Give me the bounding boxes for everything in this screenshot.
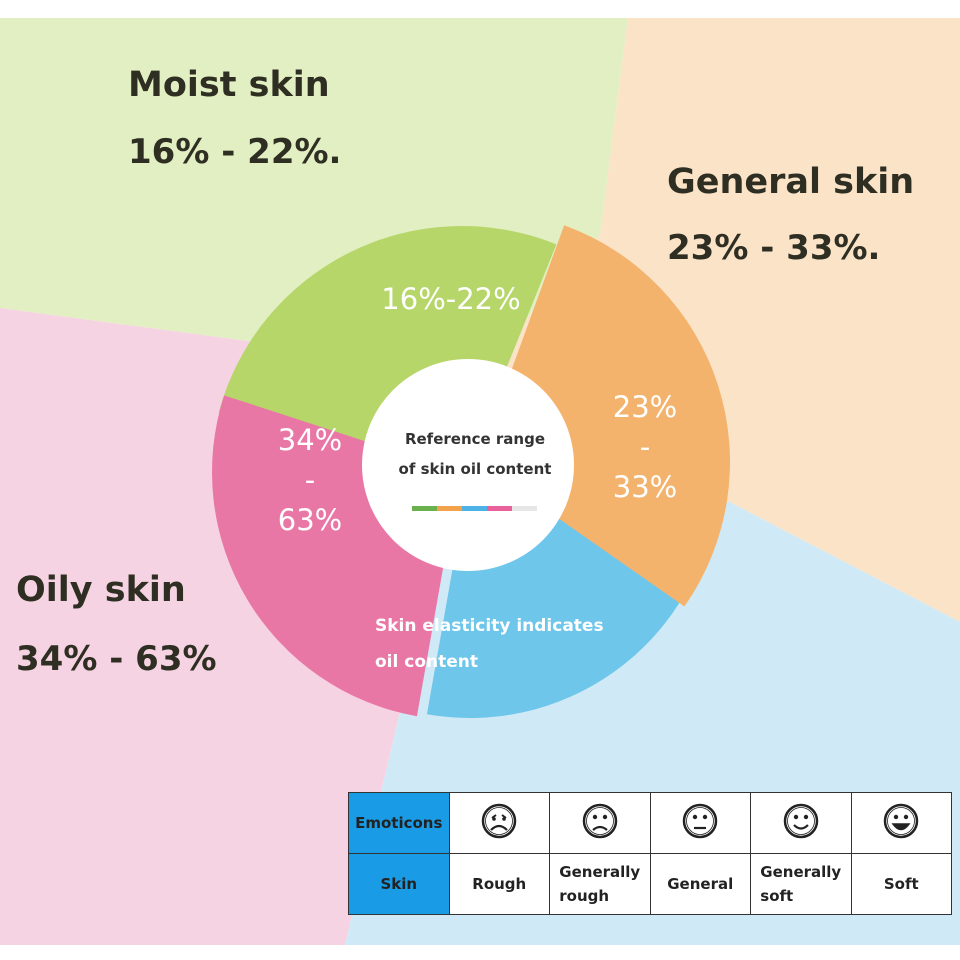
skin-rough-text: Rough bbox=[472, 875, 527, 893]
skin-generally-soft-line-2: soft bbox=[760, 887, 794, 905]
skin-header-text: Skin bbox=[380, 875, 418, 893]
general-skin-range: 23% - 33%. bbox=[667, 228, 881, 268]
general-segment-line-1: 23% bbox=[612, 390, 678, 424]
general-segment-line-3: 33% bbox=[612, 470, 678, 504]
color-key-swatch bbox=[487, 506, 512, 511]
center-caption-line-1: Reference range bbox=[404, 430, 546, 448]
skin-cell-rough: Rough bbox=[448, 853, 550, 915]
skin-generally-rough-line-2: rough bbox=[559, 887, 610, 905]
skin-general-text: General bbox=[667, 875, 734, 893]
color-key-swatch bbox=[437, 506, 462, 511]
oily-skin-range: 34% - 63% bbox=[16, 639, 217, 679]
general-segment-label: 23% - 33% bbox=[600, 387, 690, 507]
general-quadrant bbox=[480, 18, 960, 622]
center-disc bbox=[362, 359, 574, 571]
general-segment-line-2: - bbox=[639, 430, 651, 464]
emoticons-header-text: Emoticons bbox=[355, 814, 443, 832]
emoticons-header-cell: Emoticons bbox=[348, 792, 450, 854]
skin-cell-generally-rough: Generally rough bbox=[549, 853, 651, 915]
oily-skin-title: Oily skin bbox=[16, 570, 186, 610]
oily-segment-line-3: 63% bbox=[277, 503, 343, 537]
skin-soft-text: Soft bbox=[883, 875, 919, 893]
color-key-swatch bbox=[512, 506, 537, 511]
moist-skin-range: 16% - 22%. bbox=[128, 132, 342, 172]
oily-segment-label: 34% - 63% bbox=[265, 420, 355, 540]
skin-header-cell: Skin bbox=[348, 853, 450, 915]
skin-cell-generally-soft: Generally soft bbox=[750, 853, 852, 915]
smiling-face-icon bbox=[781, 801, 821, 845]
elasticity-segment-label: Skin elasticity indicates oil content bbox=[375, 608, 604, 680]
sad-face-icon bbox=[580, 801, 620, 845]
elasticity-line-1: Skin elasticity indicates bbox=[375, 616, 604, 636]
face-cell bbox=[448, 792, 550, 854]
skin-generally-rough-line-1: Generally bbox=[559, 863, 641, 881]
general-ring-segment bbox=[508, 225, 730, 607]
moist-skin-title: Moist skin bbox=[128, 65, 330, 105]
skin-cell-general: General bbox=[649, 853, 751, 915]
oily-segment-line-1: 34% bbox=[277, 423, 343, 457]
neutral-face-icon bbox=[680, 801, 720, 845]
oily-ring-segment bbox=[212, 395, 445, 717]
frowning-mouth-icon bbox=[479, 801, 519, 845]
grinning-face-icon bbox=[881, 801, 921, 845]
moist-ring-segment bbox=[218, 226, 557, 455]
skin-generally-soft-line-1: Generally bbox=[760, 863, 842, 881]
color-key-swatch bbox=[412, 506, 437, 511]
face-cell bbox=[850, 792, 952, 854]
face-cell bbox=[649, 792, 751, 854]
skin-cell-soft: Soft bbox=[850, 853, 952, 915]
face-cell bbox=[750, 792, 852, 854]
face-cell bbox=[549, 792, 651, 854]
moist-segment-label: 16%-22% bbox=[381, 282, 521, 316]
emoticons-row: Emoticons bbox=[348, 792, 952, 854]
elasticity-line-2: oil content bbox=[375, 652, 478, 672]
color-key-swatch bbox=[462, 506, 487, 511]
center-caption-line-2: of skin oil content bbox=[398, 460, 552, 478]
color-key-bar bbox=[412, 506, 537, 511]
skin-row: Skin Rough Generally rough General Genera… bbox=[348, 853, 952, 915]
general-skin-title: General skin bbox=[667, 162, 915, 202]
center-caption: Reference range of skin oil content bbox=[375, 424, 575, 484]
emoticon-skin-table: Emoticons Skin Rough Generally rough Gene… bbox=[348, 792, 952, 915]
oily-segment-line-2: - bbox=[304, 463, 316, 497]
